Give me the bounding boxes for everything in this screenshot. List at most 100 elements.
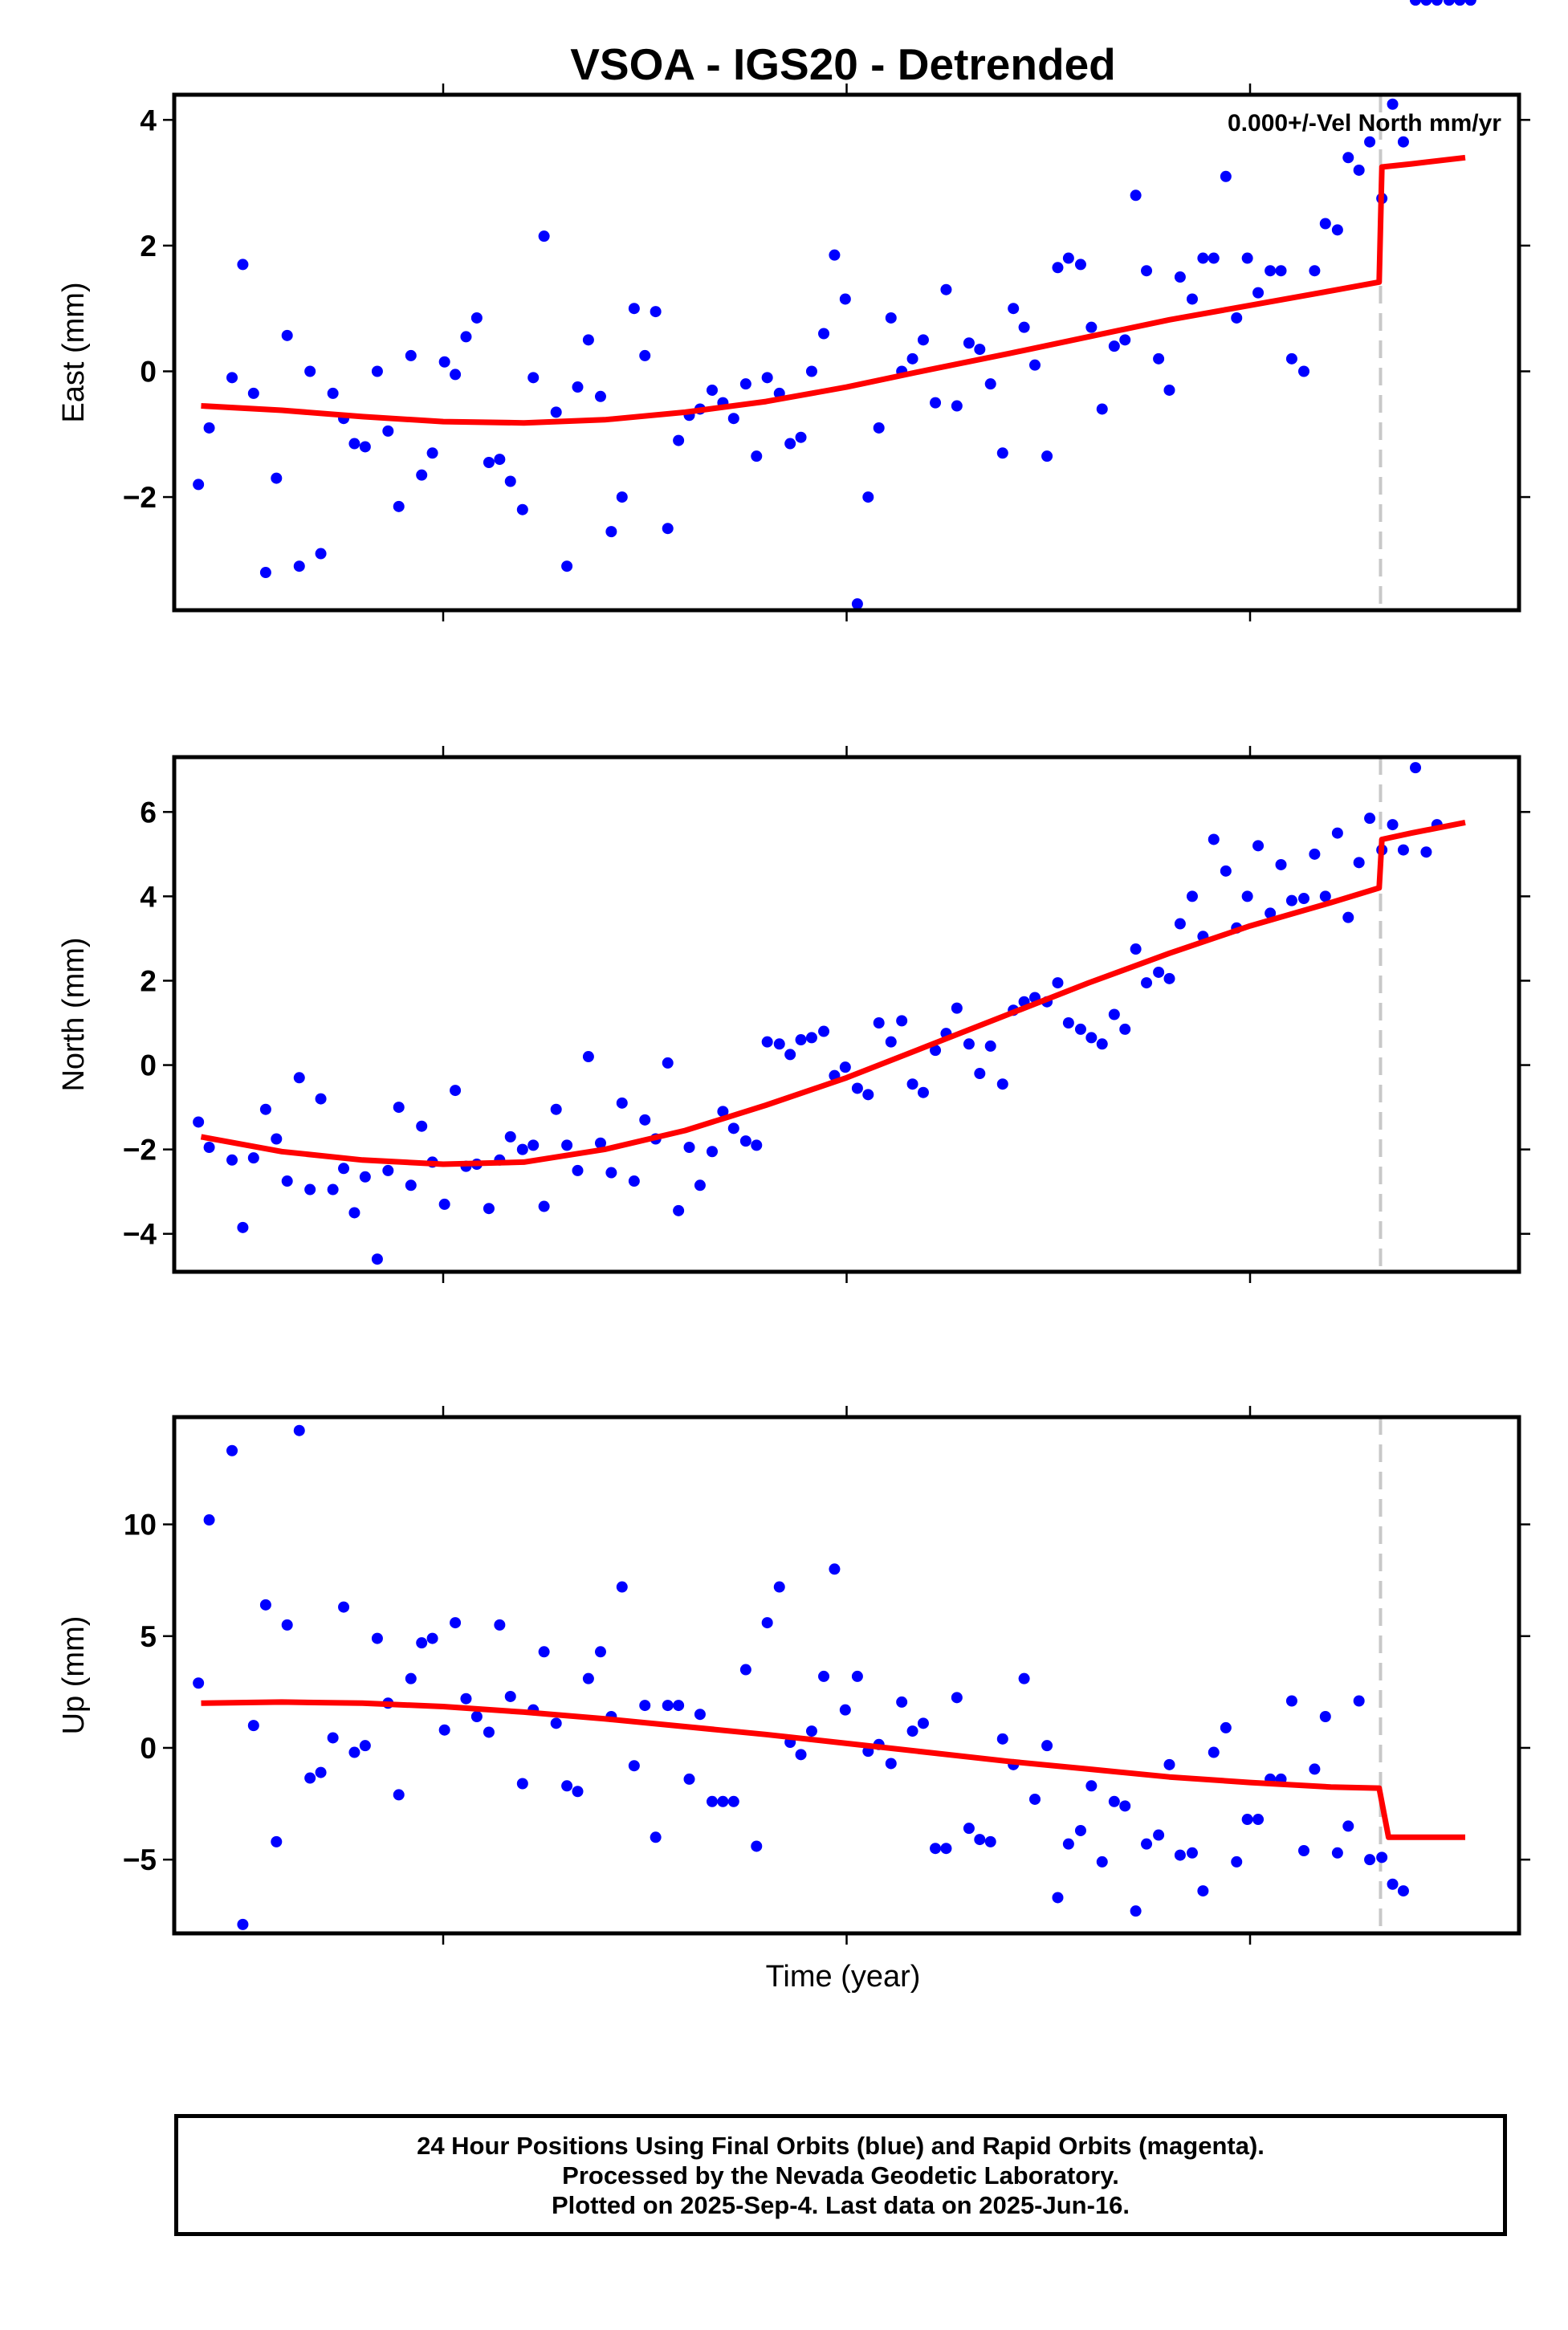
up-data-point (271, 1835, 283, 1847)
north-data-point (628, 1175, 640, 1187)
east-ytick-label: −2 (123, 481, 157, 514)
north-data-point (538, 1200, 550, 1212)
east-data-point (1130, 189, 1142, 202)
up-data-point (226, 1444, 238, 1456)
up-data-point (951, 1692, 963, 1704)
up-data-point (717, 1795, 729, 1807)
east-data-point (1197, 252, 1209, 264)
up-data-point (662, 1700, 674, 1712)
east-data-point (851, 598, 863, 610)
north-data-point (662, 1057, 674, 1069)
up-data-point (293, 1424, 305, 1436)
north-data-point (984, 1040, 996, 1052)
east-data-point (662, 523, 674, 535)
up-ytick-label: 0 (140, 1732, 157, 1765)
east-data-point (438, 356, 450, 368)
north-data-point (951, 1002, 963, 1014)
east-data-point (237, 259, 249, 271)
north-data-point (805, 1032, 817, 1044)
up-data-point (1074, 1824, 1086, 1836)
east-data-point (1052, 262, 1064, 274)
north-model-line (200, 819, 1466, 1167)
east-data-point (382, 425, 394, 437)
north-data-point (930, 1045, 942, 1057)
east-data-point (1364, 136, 1376, 148)
north-data-point (996, 1078, 1008, 1090)
east-data-point (917, 334, 929, 346)
north-plot-frame (172, 755, 1521, 1274)
north-data-point (818, 1025, 830, 1037)
up-data-point (963, 1823, 975, 1835)
east-data-point (1085, 321, 1098, 333)
up-data-point (315, 1766, 327, 1778)
north-ytick-label: 6 (140, 796, 157, 829)
east-data-point (951, 400, 963, 412)
north-data-point (338, 1163, 350, 1175)
east-data-point (1309, 265, 1321, 277)
north-data-point (327, 1183, 339, 1196)
up-data-point (259, 1599, 271, 1611)
up-ytick-label: 10 (124, 1509, 157, 1542)
east-data-point (359, 441, 371, 453)
east-data-point (504, 475, 516, 487)
up-data-point (193, 1677, 205, 1689)
north-data-point (873, 1017, 885, 1029)
north-data-point (550, 1103, 562, 1115)
panels: 4 2 0 −2 East (mm) 0.000+/-Vel North mm/yr 6 4 2… (57, 0, 1530, 1945)
east-data-point (572, 381, 584, 393)
north-ytick-label: 2 (140, 964, 157, 997)
east-data-point (1397, 136, 1409, 148)
up-data-point (1186, 1847, 1198, 1859)
up-data-point (538, 1646, 550, 1658)
up-data-point (1141, 1838, 1153, 1850)
up-data-point (1319, 1710, 1331, 1722)
north-data-point (348, 1207, 360, 1219)
north-data-point (371, 1253, 383, 1265)
up-data-point (751, 1840, 763, 1852)
up-data-point (405, 1672, 417, 1684)
up-data-point (1387, 1878, 1399, 1890)
east-data-point (761, 372, 773, 384)
east-data-point (494, 454, 506, 466)
north-data-point (1174, 918, 1186, 930)
north-data-point (1130, 943, 1142, 955)
up-data-point (930, 1843, 942, 1855)
up-data-point (683, 1773, 695, 1785)
east-data-point (751, 450, 763, 462)
north-data-point (896, 1015, 908, 1027)
x-axis-label: Time (year) (766, 1960, 921, 1994)
north-ytick-label: −4 (123, 1218, 157, 1251)
north-data-point (382, 1164, 394, 1176)
up-data-point (1431, 0, 1443, 6)
up-data-point (1018, 1672, 1030, 1684)
north-data-point (862, 1089, 874, 1101)
up-data-point (818, 1670, 830, 1682)
up-data-point (1119, 1800, 1131, 1812)
east-data-point (327, 387, 339, 399)
north-data-point (259, 1103, 271, 1115)
north-data-point (1186, 890, 1198, 902)
up-data-point (839, 1704, 851, 1716)
up-data-point (1163, 1758, 1175, 1770)
north-data-point (203, 1142, 215, 1154)
up-data-point (773, 1581, 785, 1593)
up-data-point (1208, 1746, 1220, 1758)
footer-line-3: Plotted on 2025-Sep-4. Last data on 2025… (551, 2190, 1130, 2219)
east-data-point (1029, 359, 1041, 371)
up-data-point (483, 1726, 495, 1738)
up-data-point (1130, 1905, 1142, 1917)
north-data-point (572, 1164, 584, 1176)
east-data-point (1008, 303, 1020, 315)
up-data-point (1420, 0, 1432, 6)
north-data-point (561, 1139, 573, 1151)
east-data-point (450, 369, 462, 381)
up-data-point (694, 1709, 706, 1721)
north-ytick-label: −2 (123, 1134, 157, 1167)
north-data-point (1275, 858, 1287, 870)
north-data-point (393, 1102, 405, 1114)
up-data-point (1331, 1847, 1343, 1859)
north-data-point (851, 1082, 863, 1094)
north-data-point (1141, 977, 1153, 989)
east-data-point (1163, 384, 1175, 396)
